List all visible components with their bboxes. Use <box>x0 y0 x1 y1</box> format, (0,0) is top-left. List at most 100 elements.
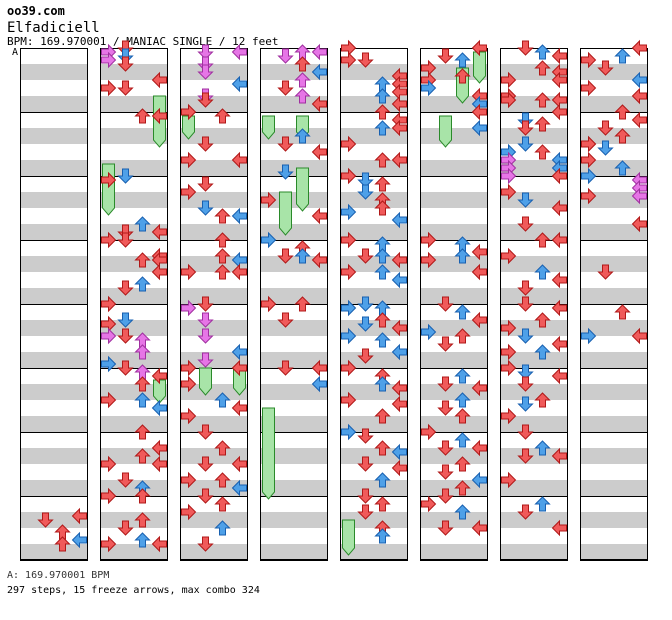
step-arrow-up <box>134 532 151 548</box>
step-arrow-left <box>421 231 437 249</box>
step-arrow-up <box>214 520 231 536</box>
step-arrow-down <box>437 296 454 312</box>
step-arrow-down <box>357 504 374 520</box>
chart-info: BPM: 169.970001 / MANIAC SINGLE / 12 fee… <box>7 35 279 48</box>
step-arrow-up <box>614 48 631 64</box>
step-arrow-down <box>517 40 534 56</box>
step-arrow-down <box>437 336 454 352</box>
step-arrow-up <box>454 368 471 384</box>
step-arrow-down <box>437 488 454 504</box>
step-arrow-up <box>454 68 471 84</box>
step-arrow-up <box>214 264 231 280</box>
step-arrow-left <box>581 51 597 69</box>
step-arrow-left <box>501 91 517 109</box>
step-arrow-down <box>117 232 134 248</box>
step-arrow-left <box>581 167 597 185</box>
step-arrow-left <box>341 135 357 153</box>
step-arrow-left <box>501 359 517 377</box>
step-arrow-up <box>454 408 471 424</box>
step-arrow-left <box>101 79 117 97</box>
step-arrow-left <box>581 187 597 205</box>
step-arrow-up <box>374 200 391 216</box>
step-arrow-right <box>551 299 567 317</box>
step-arrow-right <box>551 271 567 289</box>
step-arrow-right <box>391 151 407 169</box>
step-arrow-down <box>117 168 134 184</box>
step-arrow-left <box>101 535 117 553</box>
step-arrow-right <box>231 43 247 61</box>
step-arrow-up <box>534 60 551 76</box>
step-arrow-right <box>151 439 167 457</box>
chart-column <box>500 48 568 561</box>
step-arrow-down <box>517 136 534 152</box>
step-arrow-down <box>517 448 534 464</box>
step-arrow-down <box>277 360 294 376</box>
step-arrow-down <box>597 120 614 136</box>
step-arrow-right <box>631 111 647 129</box>
step-arrow-up <box>454 52 471 68</box>
freeze-arrow <box>262 115 275 140</box>
step-arrow-down <box>357 172 374 188</box>
step-arrow-up <box>294 56 311 72</box>
step-arrow-right <box>471 39 487 57</box>
step-arrow-left <box>101 455 117 473</box>
step-arrow-up <box>294 128 311 144</box>
freeze-arrow <box>262 407 275 500</box>
step-arrow-down <box>37 512 54 528</box>
step-arrow-left <box>341 263 357 281</box>
step-arrow-left <box>501 407 517 425</box>
step-arrow-left <box>261 231 277 249</box>
step-arrow-up <box>454 392 471 408</box>
step-arrow-right <box>551 71 567 89</box>
step-arrow-down <box>197 488 214 504</box>
step-arrow-up <box>614 160 631 176</box>
step-arrow-left <box>421 79 437 97</box>
step-arrow-up <box>214 108 231 124</box>
step-arrow-left <box>341 299 357 317</box>
step-arrow-up <box>374 264 391 280</box>
step-arrow-up <box>534 116 551 132</box>
step-arrow-left <box>261 295 277 313</box>
step-arrow-up <box>454 456 471 472</box>
site-name[interactable]: oo39.com <box>7 4 65 18</box>
step-arrow-left <box>501 343 517 361</box>
step-arrow-right <box>151 535 167 553</box>
song-title: Elfadiciell <box>7 20 100 36</box>
step-arrow-up <box>374 496 391 512</box>
step-arrow-right <box>631 187 647 205</box>
step-arrow-right <box>311 359 327 377</box>
step-arrow-left <box>341 359 357 377</box>
step-arrow-up <box>454 248 471 264</box>
step-arrow-down <box>117 360 134 376</box>
step-arrow-right <box>391 319 407 337</box>
step-arrow-up <box>454 304 471 320</box>
step-arrow-right <box>231 479 247 497</box>
step-arrow-up <box>534 232 551 248</box>
step-arrow-left <box>581 79 597 97</box>
step-arrow-left <box>581 135 597 153</box>
freeze-arrow <box>342 519 355 556</box>
step-arrow-down <box>437 464 454 480</box>
step-arrow-down <box>357 456 374 472</box>
step-arrow-left <box>261 191 277 209</box>
step-arrow-down <box>597 140 614 156</box>
step-arrow-left <box>181 375 197 393</box>
step-arrow-up <box>134 108 151 124</box>
step-arrow-left <box>501 247 517 265</box>
step-arrow-down <box>277 48 294 64</box>
step-arrow-up <box>214 472 231 488</box>
step-arrow-up <box>294 296 311 312</box>
step-arrow-down <box>277 80 294 96</box>
step-arrow-down <box>357 316 374 332</box>
step-arrow-up <box>534 144 551 160</box>
step-arrow-up <box>374 312 391 328</box>
step-arrow-right <box>391 459 407 477</box>
step-arrow-right <box>231 207 247 225</box>
step-arrow-right <box>391 95 407 113</box>
step-arrow-right <box>551 367 567 385</box>
step-arrow-right <box>471 119 487 137</box>
freeze-arrow <box>296 167 309 212</box>
step-arrow-up <box>54 536 71 552</box>
step-arrow-left <box>421 495 437 513</box>
